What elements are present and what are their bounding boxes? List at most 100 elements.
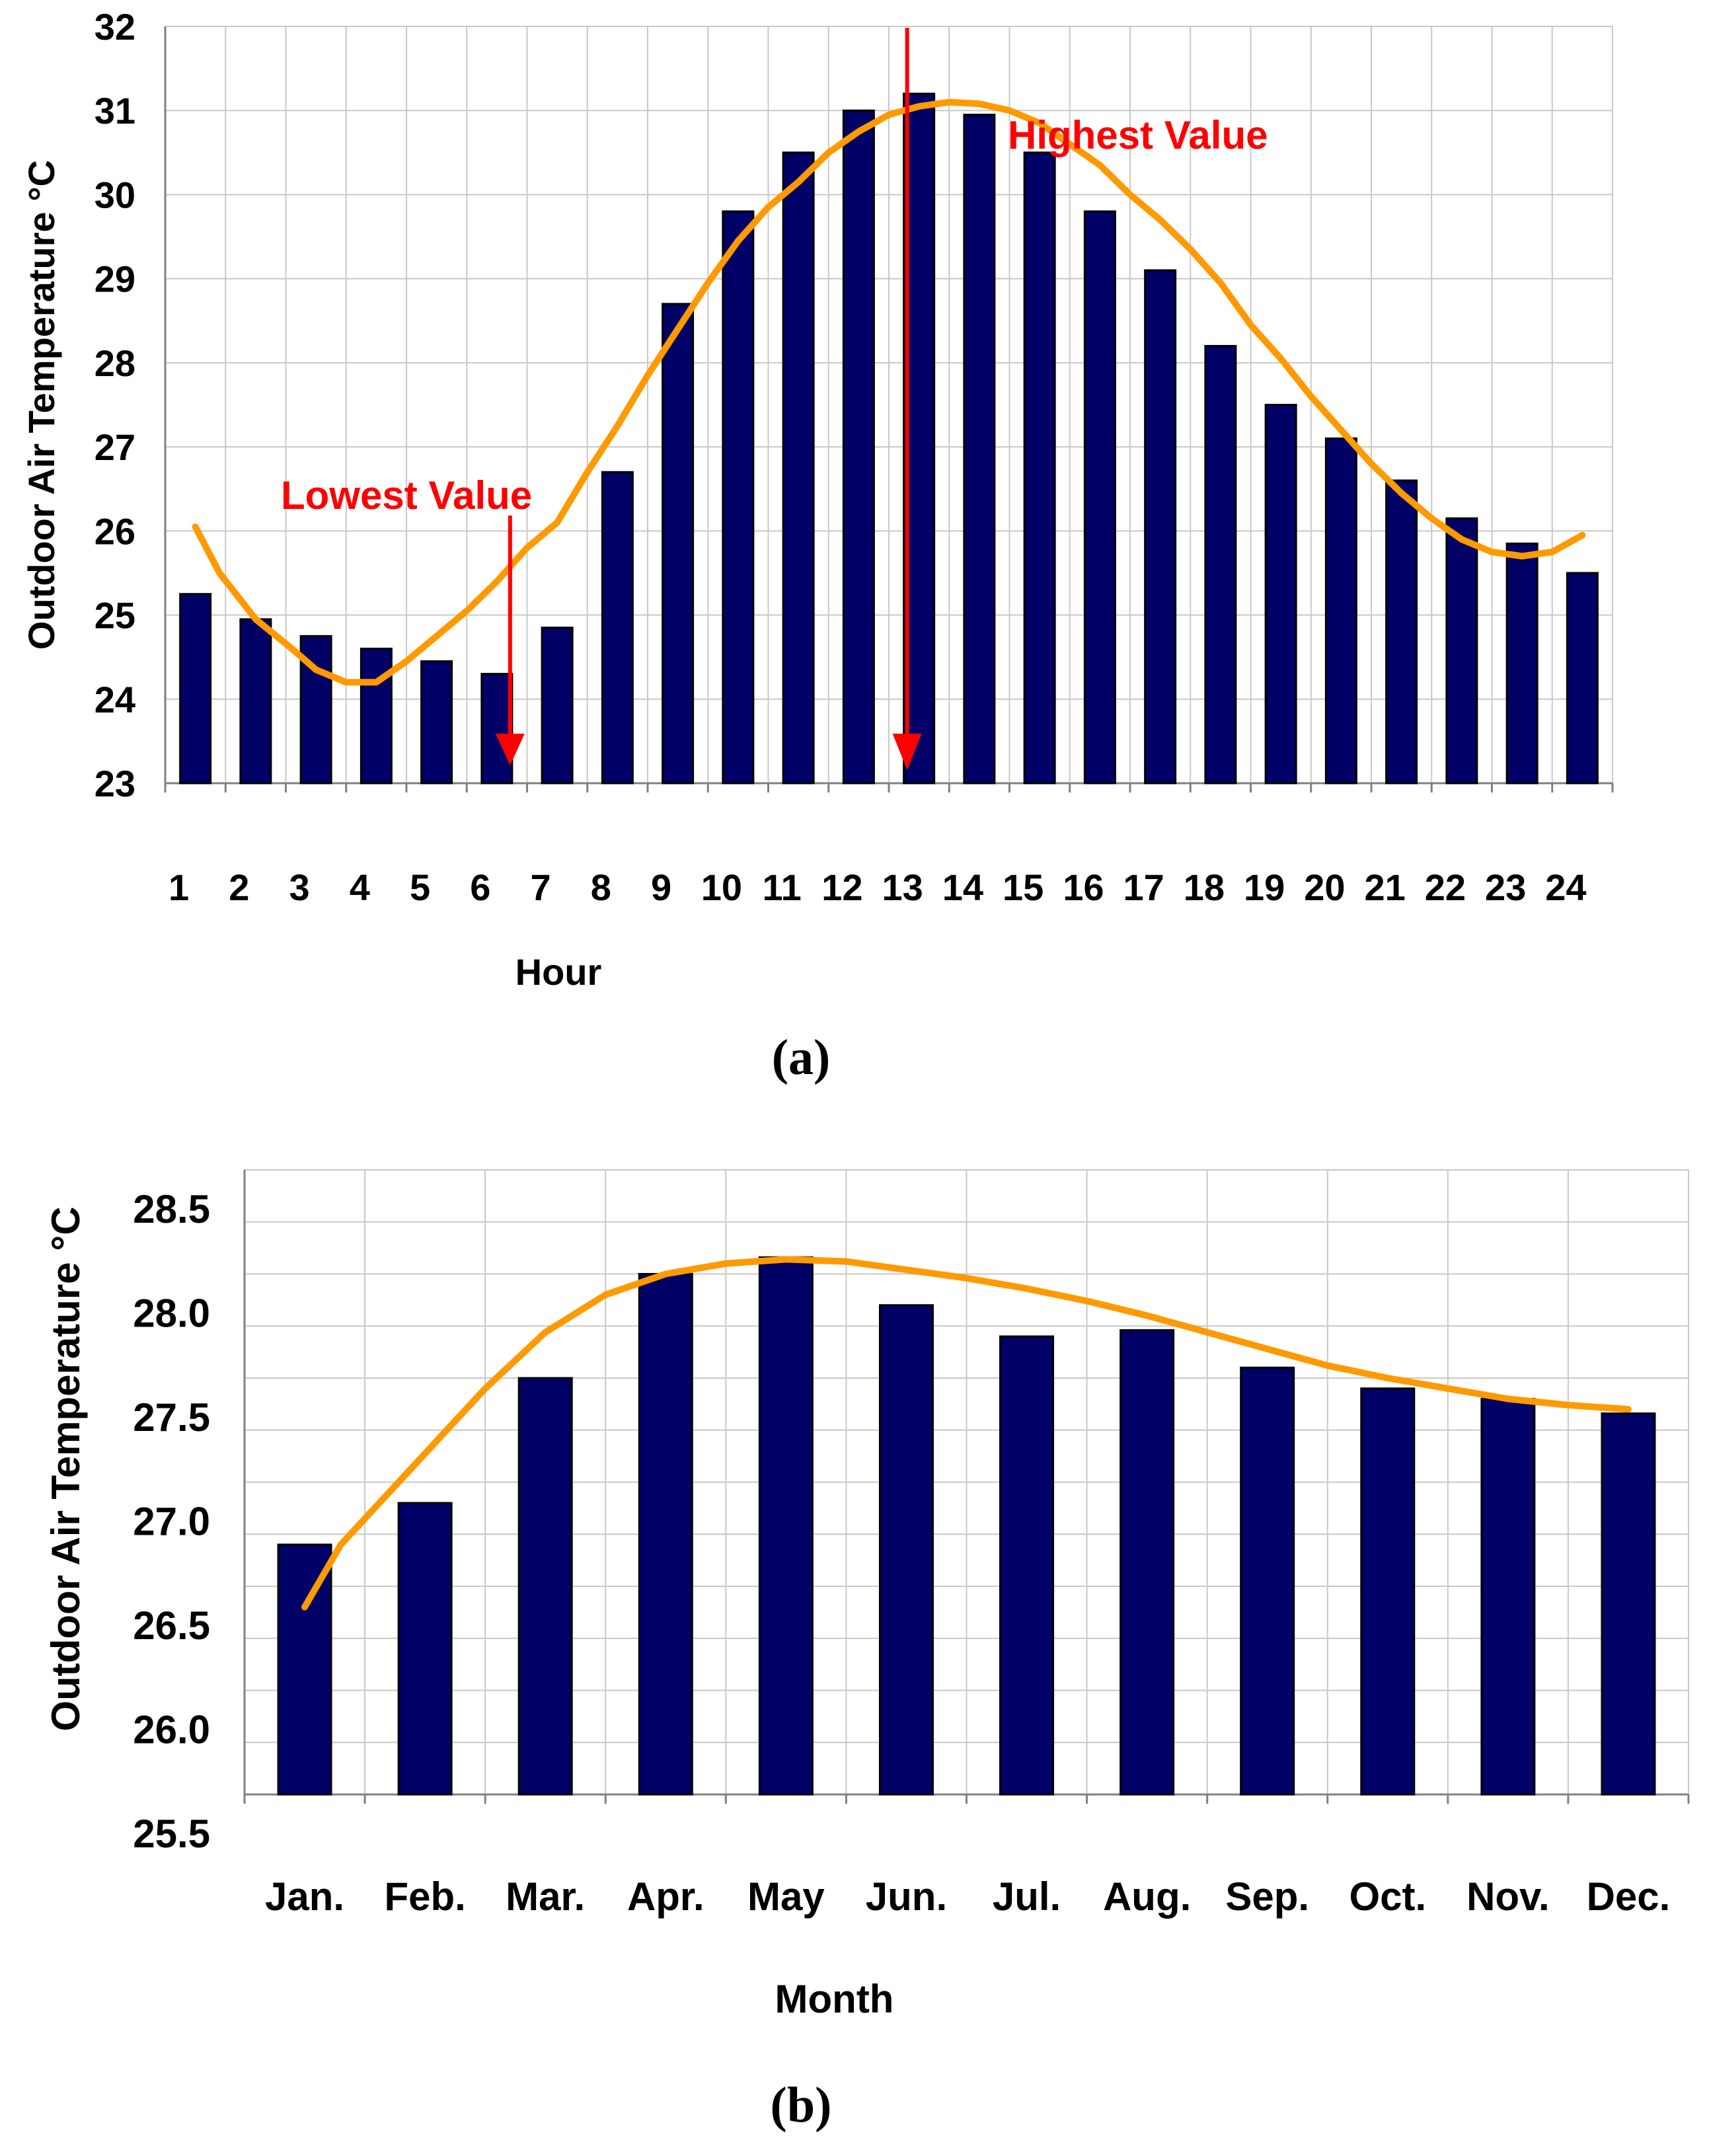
x-tick-label: 19 bbox=[1244, 866, 1285, 908]
bar bbox=[1385, 479, 1418, 785]
x-tick-label: Apr. bbox=[627, 1874, 704, 1919]
trend-line bbox=[301, 1256, 1632, 1611]
bar bbox=[179, 593, 212, 785]
bar bbox=[517, 1377, 573, 1796]
bar bbox=[360, 647, 393, 785]
y-tick-label: 26.5 bbox=[133, 1603, 210, 1648]
bar bbox=[1120, 1329, 1175, 1796]
bar bbox=[758, 1256, 814, 1796]
bar bbox=[480, 673, 513, 785]
bar bbox=[299, 635, 332, 785]
bar bbox=[1204, 344, 1237, 785]
x-tick-label: 11 bbox=[763, 866, 802, 908]
y-tick-label: 27.5 bbox=[133, 1395, 210, 1440]
bar bbox=[963, 114, 996, 785]
bar bbox=[878, 1304, 934, 1796]
bar bbox=[420, 660, 453, 785]
y-tick-label: 25 bbox=[95, 595, 135, 636]
bar bbox=[662, 303, 695, 785]
x-tick-label: 1 bbox=[169, 866, 189, 908]
x-tick-label: Dec. bbox=[1587, 1874, 1671, 1919]
x-tick-label: 4 bbox=[350, 866, 370, 908]
x-tick-label: Sep. bbox=[1225, 1874, 1309, 1919]
x-tick-label: 12 bbox=[821, 866, 862, 908]
y-axis-title: Outdoor Air Temperature °C bbox=[20, 160, 62, 650]
y-tick-label: 31 bbox=[95, 90, 135, 132]
bar bbox=[1144, 269, 1177, 785]
bar bbox=[1264, 404, 1297, 785]
x-tick-label: Aug. bbox=[1103, 1874, 1191, 1919]
y-tick-label: 26.0 bbox=[133, 1708, 210, 1752]
x-axis-title: Hour bbox=[515, 951, 602, 993]
x-tick-label: Oct. bbox=[1349, 1874, 1426, 1919]
bar bbox=[638, 1273, 693, 1796]
y-tick-label: 26 bbox=[95, 510, 135, 552]
bar bbox=[1480, 1398, 1536, 1796]
x-tick-label: 18 bbox=[1184, 866, 1225, 908]
x-tick-label: 17 bbox=[1123, 866, 1164, 908]
x-tick-label: Jul. bbox=[993, 1874, 1061, 1919]
bar bbox=[1324, 437, 1357, 785]
x-tick-label: Jan. bbox=[265, 1874, 344, 1919]
gridlines bbox=[244, 1169, 1689, 1795]
bar bbox=[277, 1543, 332, 1796]
x-tick-label: Jun. bbox=[866, 1874, 947, 1919]
y-tick-label: 32 bbox=[95, 6, 135, 48]
y-tick-label: 28.0 bbox=[133, 1291, 210, 1336]
panel-label: (b) bbox=[771, 2077, 832, 2133]
y-tick-label: 24 bbox=[95, 679, 135, 720]
x-tick-label: 14 bbox=[942, 866, 983, 908]
x-tick-label: 22 bbox=[1425, 866, 1466, 908]
x-tick-label: Mar. bbox=[506, 1874, 585, 1919]
bar bbox=[1445, 517, 1478, 785]
x-tick-label: 5 bbox=[410, 866, 430, 908]
bar bbox=[722, 210, 755, 785]
chart-b-monthly-temperature: 25.5 26.0 26.5 27.0 27.5 28.0 28.5 Jan. Feb. Mar.… bbox=[44, 1169, 1690, 2133]
lowest-value-label: Lowest Value bbox=[281, 473, 532, 518]
x-tick-label: 16 bbox=[1063, 866, 1104, 908]
x-tick-label: 15 bbox=[1003, 866, 1044, 908]
y-tick-label: 25.5 bbox=[133, 1812, 210, 1856]
bar bbox=[782, 151, 815, 785]
y-tick-label: 28.5 bbox=[133, 1187, 210, 1231]
x-tick-label: 24 bbox=[1545, 866, 1586, 908]
x-tick-label: 13 bbox=[882, 866, 923, 908]
x-tick-label: 8 bbox=[591, 866, 611, 908]
y-tick-label: 27 bbox=[95, 426, 135, 468]
highest-value-label: Highest Value bbox=[1008, 113, 1268, 157]
bar bbox=[1023, 151, 1056, 785]
x-tick-label: 7 bbox=[531, 866, 551, 908]
y-tick-label: 23 bbox=[95, 763, 135, 804]
y-tick-label: 30 bbox=[95, 174, 135, 215]
bar bbox=[601, 471, 634, 785]
bar bbox=[239, 618, 272, 785]
x-tick-label: 23 bbox=[1485, 866, 1526, 908]
trend-line bbox=[192, 98, 1586, 686]
panel-label: (a) bbox=[772, 1030, 831, 1085]
bar bbox=[999, 1335, 1055, 1796]
bar bbox=[1240, 1366, 1295, 1796]
bar bbox=[397, 1502, 453, 1796]
x-tick-label: Nov. bbox=[1466, 1874, 1550, 1919]
bar bbox=[842, 109, 875, 785]
bar bbox=[1601, 1412, 1656, 1796]
x-tick-label: 10 bbox=[701, 866, 742, 908]
x-tick-label: 3 bbox=[289, 866, 310, 908]
y-tick-label: 29 bbox=[95, 258, 135, 300]
bar bbox=[1360, 1387, 1416, 1796]
y-tick-label: 27.0 bbox=[133, 1500, 210, 1544]
bar bbox=[1566, 572, 1599, 785]
x-tick-label: 20 bbox=[1304, 866, 1345, 908]
bar bbox=[1083, 210, 1116, 785]
x-axis-title: Month bbox=[775, 1977, 894, 2021]
x-tick-label: 21 bbox=[1364, 866, 1405, 908]
x-tick-label: Feb. bbox=[384, 1874, 465, 1919]
y-tick-label: 28 bbox=[95, 342, 135, 384]
y-axis-title: Outdoor Air Temperature °C bbox=[44, 1206, 88, 1731]
bar bbox=[1505, 542, 1538, 785]
bar bbox=[541, 627, 574, 785]
x-tick-label: 2 bbox=[229, 866, 249, 908]
highest-value-arrowhead bbox=[892, 734, 922, 770]
